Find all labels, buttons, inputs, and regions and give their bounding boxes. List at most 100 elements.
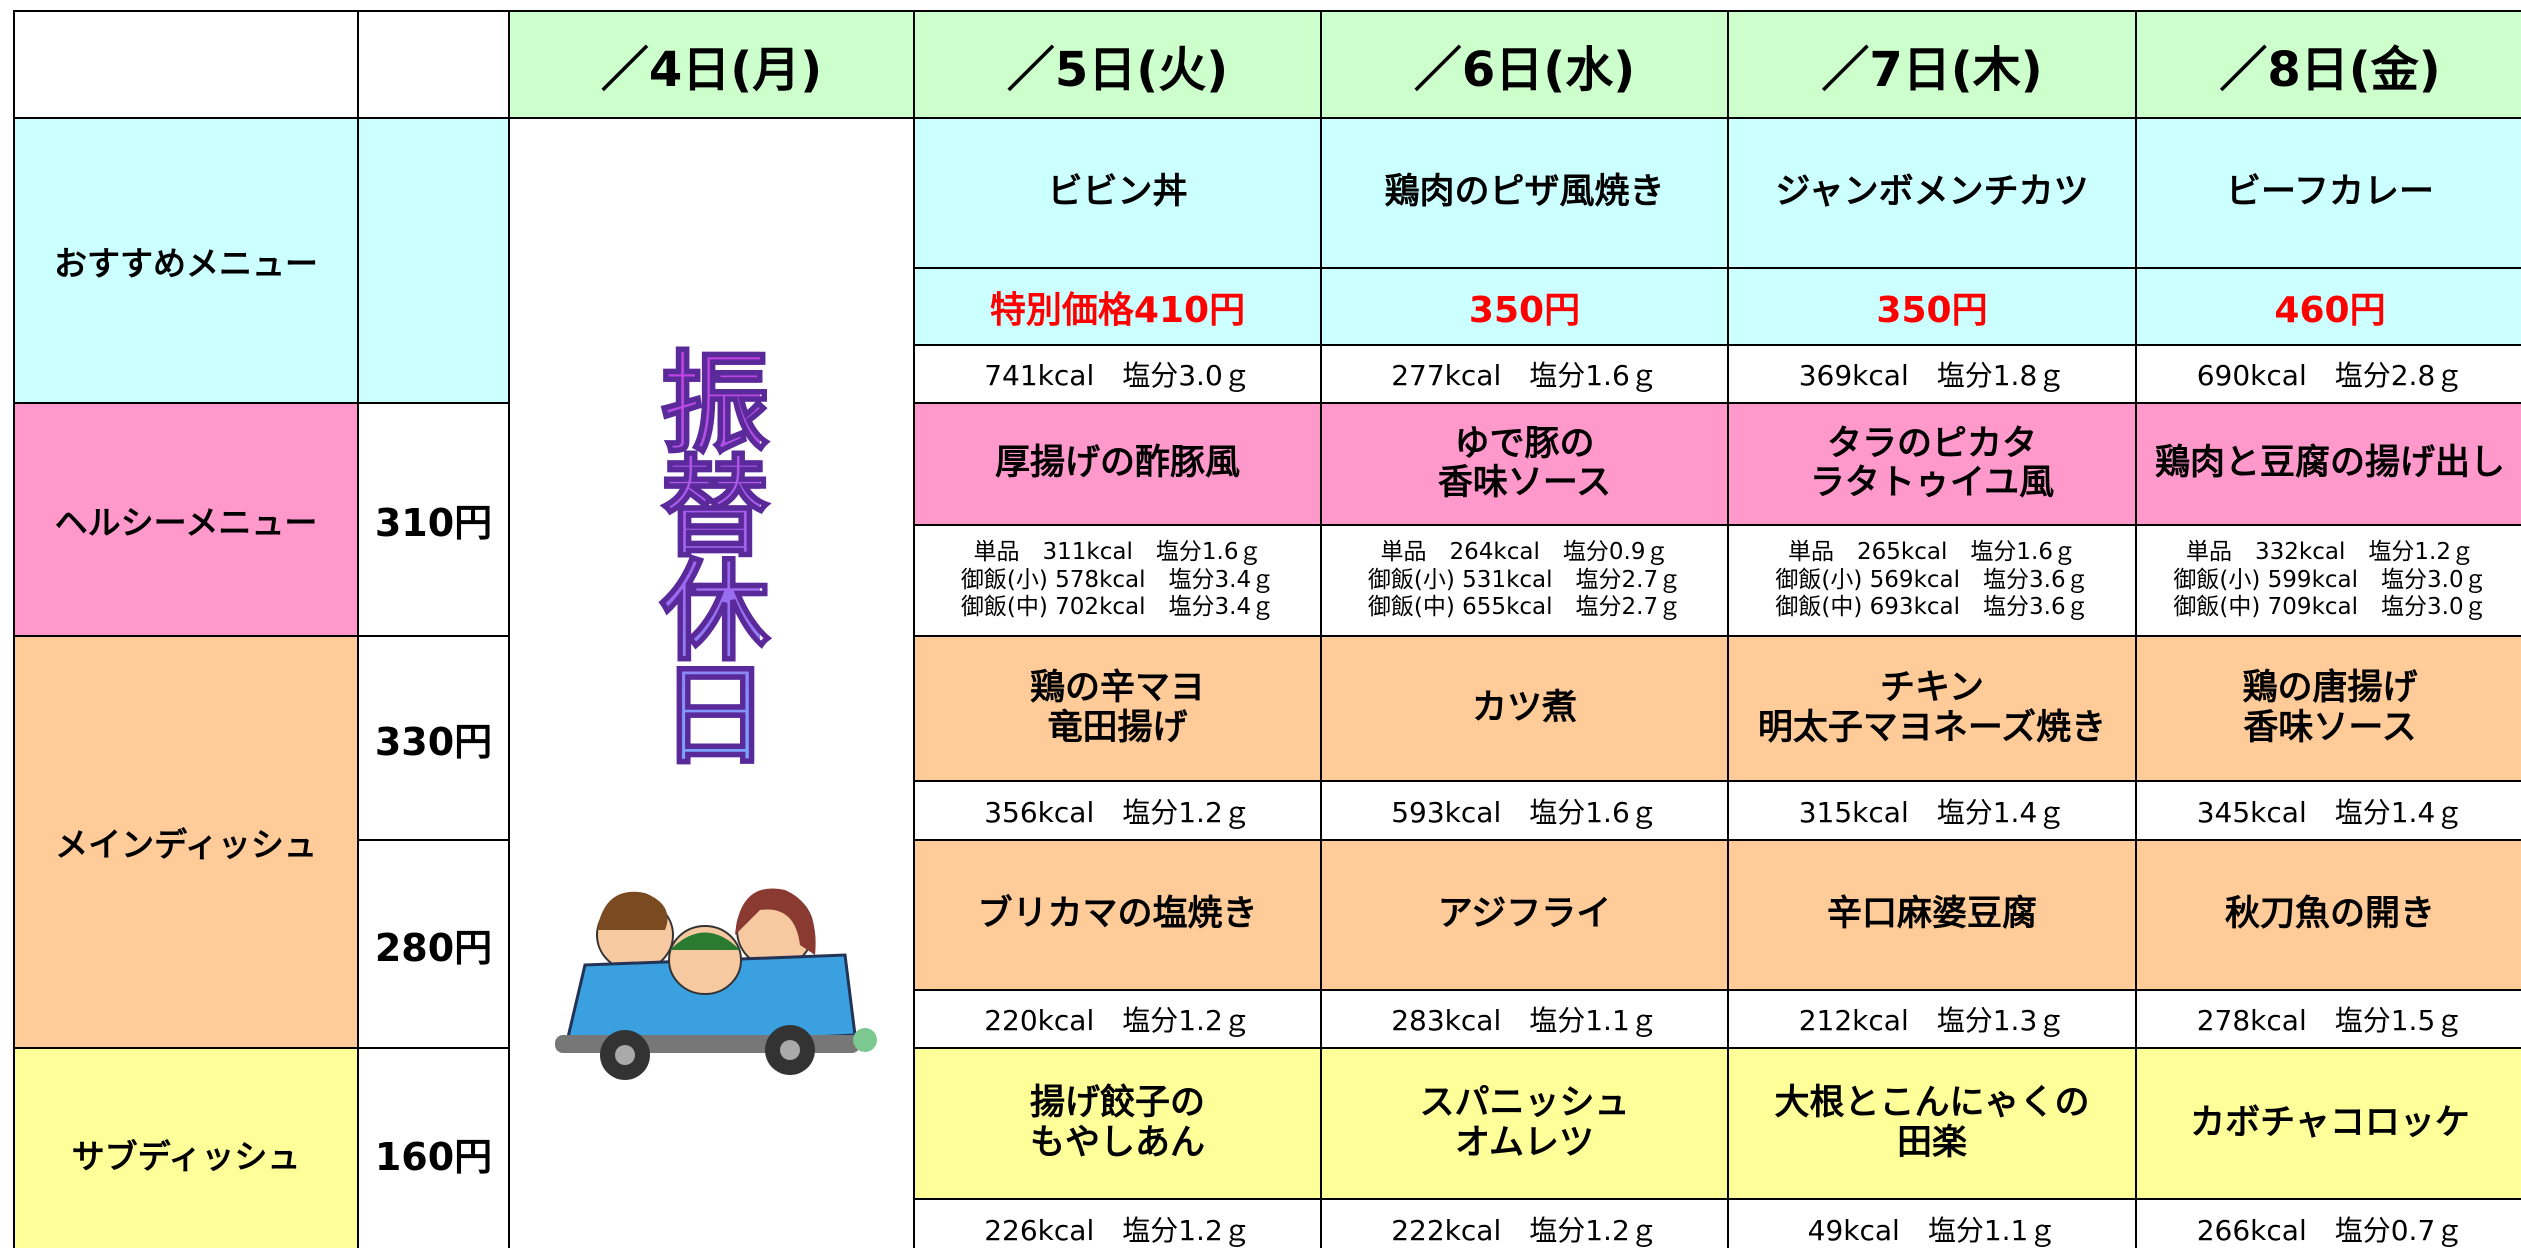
dish-name-line: 大根とこんにゃくの: [1774, 1083, 2090, 1124]
dish-name: スパニッシュ オムレツ: [1320, 1047, 1729, 1200]
dish-name-line: 鶏の辛マヨ: [1029, 668, 1205, 709]
nutrition-line: 単品 265kcal 塩分1.6ｇ: [1788, 539, 2076, 566]
dish-name: 厚揚げの酢豚風: [913, 402, 1322, 526]
dish-name-line: ビーフカレー: [2226, 172, 2434, 213]
nutrition-line: 690kcal 塩分2.8ｇ: [2196, 359, 2464, 392]
nutrition-line: 356kcal 塩分1.2ｇ: [984, 795, 1251, 829]
nutrition: 741kcal 塩分3.0ｇ: [913, 344, 1322, 404]
dish-name-line: 鶏の唐揚げ: [2242, 668, 2418, 709]
nutrition-line: 御飯(小) 531kcal 塩分2.7ｇ: [1367, 566, 1682, 593]
nutrition: 220kcal 塩分1.2ｇ: [913, 989, 1322, 1049]
nutrition-line: 御飯(中) 709kcal 塩分3.0ｇ: [2173, 594, 2487, 621]
nutrition: 単品 265kcal 塩分1.6ｇ 御飯(小) 569kcal 塩分3.6ｇ 御飯(…: [1727, 524, 2137, 637]
nutrition-line: 単品 264kcal 塩分0.9ｇ: [1380, 539, 1669, 566]
dish-name-line: ビビン丼: [1047, 172, 1188, 213]
nutrition-line: 212kcal 塩分1.3ｇ: [1798, 1004, 2066, 1037]
nutrition: 356kcal 塩分1.2ｇ: [913, 780, 1322, 841]
dish-name-line: 田楽: [1896, 1122, 1967, 1163]
section-label: メインディッシュ: [13, 635, 359, 1049]
holiday-label: 振替休日: [640, 344, 770, 762]
nutrition: 369kcal 塩分1.8ｇ: [1727, 344, 2137, 404]
section-label: サブディッシュ: [13, 1047, 359, 1248]
dish-name-line: カボチャコロッケ: [2190, 1102, 2470, 1143]
dish-name: カボチャコロッケ: [2135, 1047, 2521, 1200]
dish-name-line: 揚げ餃子の: [1029, 1083, 1205, 1124]
dish-name: ジャンボメンチカツ: [1727, 117, 2137, 269]
nutrition: 283kcal 塩分1.1ｇ: [1320, 989, 1729, 1049]
dish-name-line: 辛口麻婆豆腐: [1826, 894, 2037, 935]
nutrition-line: 741kcal 塩分3.0ｇ: [984, 359, 1251, 392]
nutrition-line: 283kcal 塩分1.1ｇ: [1391, 1004, 1658, 1037]
nutrition: 278kcal 塩分1.5ｇ: [2135, 989, 2521, 1049]
nutrition-line: 277kcal 塩分1.6ｇ: [1391, 359, 1658, 392]
nutrition-line: 315kcal 塩分1.4ｇ: [1798, 795, 2066, 829]
dish-name: チキン 明太子マヨネーズ焼き: [1727, 635, 2137, 782]
nutrition-line: 御飯(中) 655kcal 塩分2.7ｇ: [1367, 594, 1682, 621]
nutrition-line: 49kcal 塩分1.1ｇ: [1807, 1214, 2057, 1247]
tier-price: 330円: [357, 635, 510, 841]
dish-name: 鶏肉のピザ風焼き: [1320, 117, 1729, 269]
dish-name: 辛口麻婆豆腐: [1727, 839, 2137, 991]
nutrition: 315kcal 塩分1.4ｇ: [1727, 780, 2137, 841]
dish-price: 350円: [1320, 267, 1729, 346]
dish-name: 秋刀魚の開き: [2135, 839, 2521, 991]
holiday-column: [508, 117, 915, 1248]
dish-name-line: アジフライ: [1437, 894, 1612, 935]
dish-name-line: チキン: [1880, 668, 1984, 709]
dish-name-line: 秋刀魚の開き: [2224, 894, 2435, 935]
nutrition: 593kcal 塩分1.6ｇ: [1320, 780, 1729, 841]
dish-name-line: カツ煮: [1471, 687, 1577, 728]
nutrition-line: 御飯(中) 693kcal 塩分3.6ｇ: [1775, 594, 2089, 621]
dish-name-line: ラタトゥイユ風: [1809, 463, 2055, 503]
nutrition: 単品 332kcal 塩分1.2ｇ 御飯(小) 599kcal 塩分3.0ｇ 御飯(…: [2135, 524, 2521, 637]
nutrition-line: 266kcal 塩分0.7ｇ: [2196, 1214, 2464, 1247]
tier-price: 160円: [357, 1047, 510, 1248]
dish-name-line: タラのピカタ: [1826, 423, 2037, 464]
nutrition-line: 593kcal 塩分1.6ｇ: [1391, 795, 1658, 829]
nutrition: 49kcal 塩分1.1ｇ: [1727, 1198, 2137, 1248]
day-header: ／4日(月): [508, 10, 915, 119]
dish-name: 揚げ餃子の もやしあん: [913, 1047, 1322, 1200]
dish-name: ゆで豚の 香味ソース: [1320, 402, 1729, 526]
dish-price: 350円: [1727, 267, 2137, 346]
header-blank: [13, 10, 359, 119]
day-header: ／7日(木): [1727, 10, 2137, 119]
dish-name: ブリカマの塩焼き: [913, 839, 1322, 991]
dish-name-line: 厚揚げの酢豚風: [994, 443, 1240, 484]
nutrition-line: 222kcal 塩分1.2ｇ: [1391, 1214, 1658, 1247]
family-car-illustration: [555, 888, 877, 1080]
section-label: ヘルシーメニュー: [13, 402, 359, 637]
nutrition-line: 御飯(小) 569kcal 塩分3.6ｇ: [1775, 566, 2089, 593]
nutrition-line: 278kcal 塩分1.5ｇ: [2196, 1004, 2464, 1037]
nutrition: 222kcal 塩分1.2ｇ: [1320, 1198, 1729, 1248]
dish-price: 特別価格410円: [913, 267, 1322, 346]
dish-name-line: ゆで豚の: [1454, 423, 1595, 464]
dish-name-line: オムレツ: [1455, 1122, 1594, 1163]
tier-price: 310円: [357, 402, 510, 637]
nutrition: 690kcal 塩分2.8ｇ: [2135, 344, 2521, 404]
dish-name: 鶏肉と豆腐の揚げ出し: [2135, 402, 2521, 526]
dish-name-line: 鶏肉のピザ風焼き: [1384, 172, 1665, 213]
nutrition: 212kcal 塩分1.3ｇ: [1727, 989, 2137, 1049]
nutrition: 226kcal 塩分1.2ｇ: [913, 1198, 1322, 1248]
day-header: ／8日(金): [2135, 10, 2521, 119]
nutrition: 単品 264kcal 塩分0.9ｇ 御飯(小) 531kcal 塩分2.7ｇ 御飯(…: [1320, 524, 1729, 637]
section-label: おすすめメニュー: [13, 117, 359, 404]
nutrition-line: 単品 311kcal 塩分1.6ｇ: [973, 539, 1262, 566]
dish-name: 鶏の辛マヨ 竜田揚げ: [913, 635, 1322, 782]
nutrition-line: 御飯(小) 578kcal 塩分3.4ｇ: [960, 566, 1275, 593]
dish-name: タラのピカタ ラタトゥイユ風: [1727, 402, 2137, 526]
dish-name-line: 明太子マヨネーズ焼き: [1757, 707, 2107, 748]
nutrition-line: 369kcal 塩分1.8ｇ: [1798, 359, 2066, 392]
dish-name: 大根とこんにゃくの 田楽: [1727, 1047, 2137, 1200]
dish-name: ビビン丼: [913, 117, 1322, 269]
dish-name-line: ジャンボメンチカツ: [1775, 172, 2089, 213]
dish-name-line: もやしあん: [1029, 1122, 1205, 1163]
dish-name-line: 香味ソース: [2243, 707, 2417, 748]
tier-price: [357, 117, 510, 404]
nutrition-line: 345kcal 塩分1.4ｇ: [2196, 795, 2464, 829]
dish-name: 鶏の唐揚げ 香味ソース: [2135, 635, 2521, 782]
nutrition: 277kcal 塩分1.6ｇ: [1320, 344, 1729, 404]
dish-price: 460円: [2135, 267, 2521, 346]
